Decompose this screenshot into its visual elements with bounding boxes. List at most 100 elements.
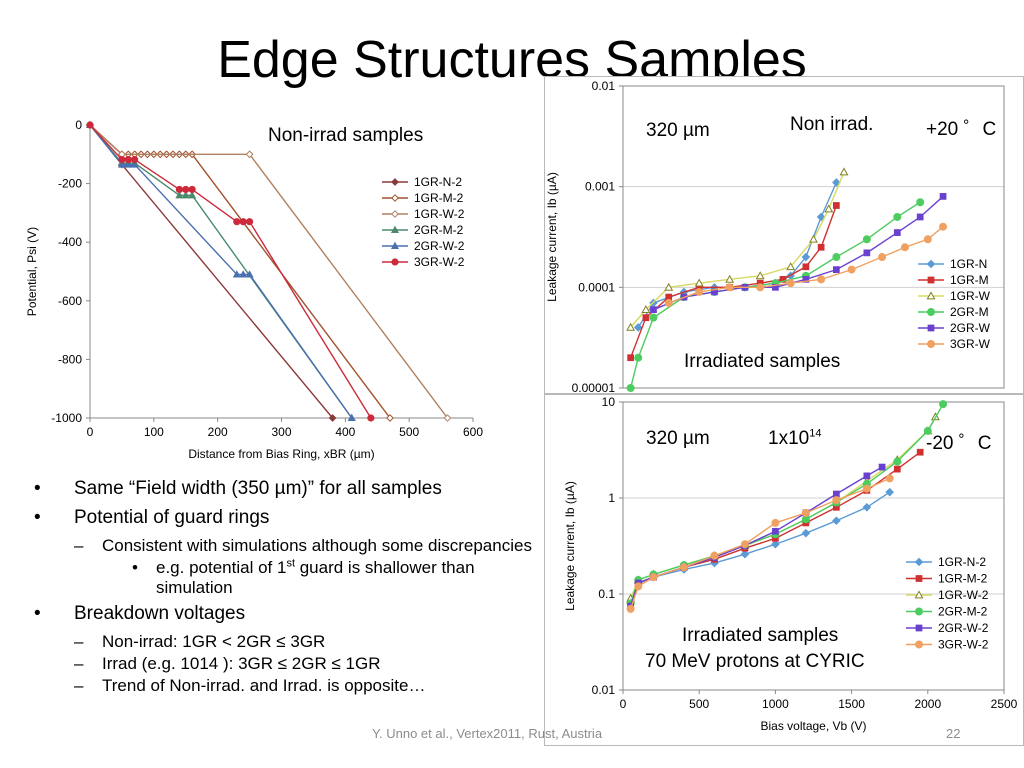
legend-label: 1GR-N — [950, 257, 987, 271]
data-point — [664, 282, 674, 291]
legend-label: 3GR-W-2 — [938, 638, 989, 652]
data-point — [649, 313, 658, 322]
legend-label: 3GR-W — [950, 337, 991, 351]
data-point — [391, 178, 399, 186]
bullet-marker: – — [74, 535, 84, 555]
data-point — [862, 235, 871, 244]
data-point — [740, 549, 750, 559]
chart-frame — [544, 394, 1024, 746]
y-tick-label: -200 — [58, 177, 82, 191]
y-tick-label: 1 — [608, 491, 615, 505]
data-point — [779, 276, 787, 283]
data-point — [878, 463, 886, 471]
legend-label: 1GR-N-2 — [938, 555, 986, 569]
data-point — [914, 640, 923, 649]
bullet-text-part: Potential of guard rings — [74, 506, 270, 528]
x-tick-label: 600 — [463, 425, 483, 439]
data-point — [809, 234, 818, 243]
data-point — [839, 167, 849, 176]
data-point — [885, 487, 895, 497]
data-point — [893, 465, 901, 473]
legend-label: 2GR-W-2 — [938, 621, 989, 635]
data-point — [711, 288, 718, 296]
bullet-item: – Trend of Non-irrad. and Irrad. is oppos… — [74, 676, 548, 696]
data-point — [916, 198, 925, 207]
bullet-marker: • — [34, 506, 41, 528]
data-point — [695, 287, 704, 296]
data-point — [927, 324, 935, 332]
plot-area — [622, 85, 1005, 389]
data-point — [786, 279, 795, 288]
data-point — [756, 283, 765, 292]
data-point — [927, 276, 935, 284]
page-number: 22 — [946, 726, 961, 741]
data-point — [939, 222, 948, 231]
x-tick-label: 200 — [208, 425, 228, 439]
chart-frame — [544, 76, 1024, 394]
data-point — [772, 283, 779, 291]
y-axis-label: Leakage current, Ib (µA) — [563, 481, 577, 611]
data-point — [916, 213, 924, 221]
data-point — [641, 305, 651, 314]
data-point — [117, 160, 126, 168]
data-point — [862, 502, 872, 512]
x-axis-label: Bias voltage, Vb (V) — [760, 719, 866, 733]
data-point — [832, 266, 840, 273]
bullet-item: – Irrad (e.g. 1014 ): 3GR ≤ 2GR ≤ 1GR — [74, 654, 548, 674]
bullet-text-part: Non-irrad: 1GR < 2GR ≤ 3GR — [102, 631, 326, 651]
legend-label: 1GR-M-2 — [938, 572, 988, 586]
data-point — [386, 414, 394, 422]
data-point — [245, 150, 254, 159]
annotation-temperature: +20 ゜C — [926, 119, 997, 140]
data-point — [916, 448, 924, 456]
data-point — [347, 413, 356, 422]
data-point — [124, 160, 133, 168]
data-point — [832, 178, 841, 187]
series-line — [89, 124, 334, 419]
bullet-text: Consistent with simulations although som… — [102, 536, 532, 556]
data-point — [634, 582, 643, 591]
series-3GR-W-2 — [86, 121, 375, 422]
fluence-exponent: 14 — [809, 427, 822, 440]
data-point — [233, 218, 241, 226]
data-point — [862, 484, 871, 493]
data-point — [893, 457, 902, 466]
y-tick-label: 0.001 — [585, 180, 615, 194]
y-tick-label: 0.01 — [592, 683, 616, 697]
legend-label: 1GR-M — [950, 273, 989, 287]
bullet-item: – Consistent with simulations although so… — [74, 536, 548, 556]
bullet-superscript: st — [286, 557, 295, 570]
bullet-text-part: Trend of Non-irrad. and Irrad. is opposi… — [102, 676, 426, 696]
bullet-item: • e.g. potential of 1st guard is shallowe… — [132, 558, 548, 599]
data-point — [634, 353, 643, 362]
bullet-item: • Same “Field width (350 µm)” for all sam… — [28, 478, 548, 501]
x-tick-label: 2000 — [914, 697, 941, 711]
data-point — [915, 624, 923, 632]
x-tick-label: 0 — [620, 697, 627, 711]
data-point — [86, 121, 94, 129]
x-tick-label: 500 — [399, 425, 419, 439]
bullet-text: Non-irrad: 1GR < 2GR ≤ 3GR — [102, 632, 325, 652]
series-3GR-W-2 — [626, 474, 894, 613]
bullet-item: • Breakdown voltages — [28, 603, 548, 626]
x-tick-label: 500 — [689, 697, 709, 711]
data-point — [649, 573, 658, 582]
data-point — [232, 270, 241, 278]
y-tick-label: 0.00001 — [572, 381, 616, 395]
data-point — [182, 185, 190, 194]
data-point — [725, 274, 735, 283]
y-tick-label: 0.01 — [592, 79, 616, 93]
bullet-text-part: guard is shallower than simulation — [156, 557, 475, 598]
series-1GR-W — [626, 167, 849, 331]
data-point — [694, 278, 704, 287]
data-point — [885, 474, 894, 483]
data-point — [926, 339, 935, 348]
bullet-text-part: Consistent with simulations although som… — [102, 535, 532, 555]
data-point — [832, 516, 841, 526]
leakage-chart-irrad: 10 1 0.1 0.01 0 500 1000 1500 2000 2500 Bias volta… — [544, 394, 1024, 746]
data-point — [893, 229, 901, 236]
y-tick-label: 0 — [75, 118, 82, 132]
series-line — [89, 124, 353, 419]
data-point — [328, 414, 337, 422]
legend-label: 1GR-N-2 — [414, 175, 462, 189]
